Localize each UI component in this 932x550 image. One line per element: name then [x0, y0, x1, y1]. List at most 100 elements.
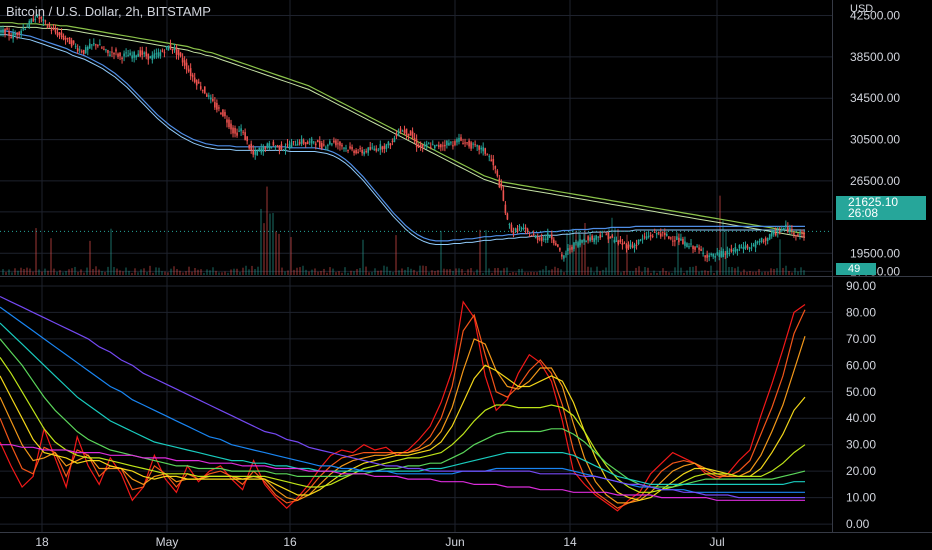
- volume-bar: [500, 270, 502, 275]
- candle-body: [524, 227, 527, 230]
- candle-body: [720, 251, 723, 257]
- candle-body: [780, 229, 783, 231]
- candle-body: [678, 237, 680, 243]
- candle-body: [373, 148, 376, 150]
- volume-badge: 49: [836, 263, 876, 275]
- volume-bar: [83, 272, 85, 275]
- candle-body: [290, 142, 293, 148]
- candle-body: [585, 240, 587, 242]
- volume-bar: [221, 272, 223, 275]
- candle-body: [151, 55, 154, 60]
- candle-body: [631, 245, 634, 248]
- volume-bar: [416, 271, 418, 275]
- volume-bar: [653, 270, 655, 275]
- candle-body: [791, 228, 793, 231]
- candle-body: [109, 54, 111, 57]
- oscillator-line: [0, 295, 805, 499]
- candle-body: [587, 236, 589, 241]
- volume-bar: [446, 269, 448, 275]
- candle-body: [629, 243, 632, 247]
- candle-body: [571, 246, 573, 250]
- candle-body: [446, 140, 448, 146]
- candle-body: [93, 43, 95, 45]
- volume-bar: [731, 267, 733, 275]
- candle-body: [208, 95, 210, 97]
- volume-bar: [116, 268, 118, 275]
- candle-body: [343, 147, 345, 149]
- candle-body: [153, 53, 156, 58]
- candle-body: [262, 145, 265, 152]
- candle-body: [123, 53, 125, 57]
- candle-body: [530, 235, 533, 237]
- candle-body: [369, 147, 372, 150]
- volume-bar: [473, 272, 475, 275]
- volume-bar: [5, 272, 7, 275]
- candle-body: [435, 144, 438, 146]
- candle-body: [621, 243, 624, 245]
- volume-bar: [107, 266, 109, 275]
- volume-bar: [26, 267, 28, 275]
- candle-body: [236, 132, 238, 136]
- volume-bar: [344, 267, 346, 275]
- candle-body: [403, 129, 406, 133]
- volume-bar: [635, 267, 637, 275]
- candle-body: [171, 48, 174, 51]
- volume-bar: [785, 265, 787, 275]
- candle-body: [413, 137, 416, 141]
- volume-bar: [203, 272, 205, 275]
- volume-bar: [257, 266, 259, 275]
- candle-body: [320, 143, 323, 149]
- candle-body: [318, 141, 321, 147]
- candle-body: [62, 35, 65, 40]
- volume-bar: [242, 267, 244, 275]
- candle-body: [466, 142, 468, 144]
- volume-bar: [101, 271, 103, 275]
- volume-bar: [95, 266, 97, 275]
- volume-bar: [293, 269, 295, 275]
- volume-bar: [626, 234, 628, 275]
- volume-bar: [491, 272, 493, 275]
- volume-bar: [422, 265, 424, 275]
- candle-body: [216, 103, 218, 110]
- osc-tick-label: 40.00: [846, 411, 876, 425]
- candle-body: [260, 148, 263, 153]
- volume-bar: [497, 267, 499, 275]
- volume-bar: [59, 270, 61, 275]
- candle-body: [655, 232, 658, 235]
- candle-body: [288, 144, 291, 149]
- candle-body: [504, 204, 507, 214]
- candle-body: [750, 247, 753, 249]
- candle-body: [684, 241, 686, 246]
- candle-body: [341, 144, 343, 147]
- volume-bar: [47, 270, 49, 275]
- candle-body: [546, 233, 549, 240]
- volume-bar: [476, 269, 478, 275]
- volume-bar: [794, 267, 796, 275]
- candle-body: [670, 237, 672, 239]
- candle-body: [425, 144, 428, 147]
- candle-body: [555, 243, 557, 245]
- candle-body: [637, 239, 640, 245]
- volume-bar: [779, 239, 781, 275]
- volume-bar: [698, 271, 700, 275]
- volume-bar: [392, 271, 394, 275]
- volume-bar: [8, 269, 10, 275]
- volume-bar: [239, 272, 241, 275]
- candle-body: [363, 151, 365, 155]
- volume-bar: [638, 266, 640, 275]
- candle-body: [345, 147, 347, 149]
- volume-bar: [179, 270, 181, 275]
- candle-body: [357, 151, 359, 153]
- candle-body: [460, 137, 462, 141]
- candle-body: [409, 130, 412, 136]
- volume-bar: [281, 267, 283, 275]
- candle-body: [498, 178, 501, 188]
- candle-body: [774, 232, 777, 236]
- candle-body: [502, 190, 505, 201]
- candle-body: [756, 241, 759, 243]
- volume-bar: [320, 270, 322, 275]
- volume-bar: [788, 271, 790, 275]
- volume-bar: [194, 268, 196, 275]
- volume-bar: [155, 267, 157, 275]
